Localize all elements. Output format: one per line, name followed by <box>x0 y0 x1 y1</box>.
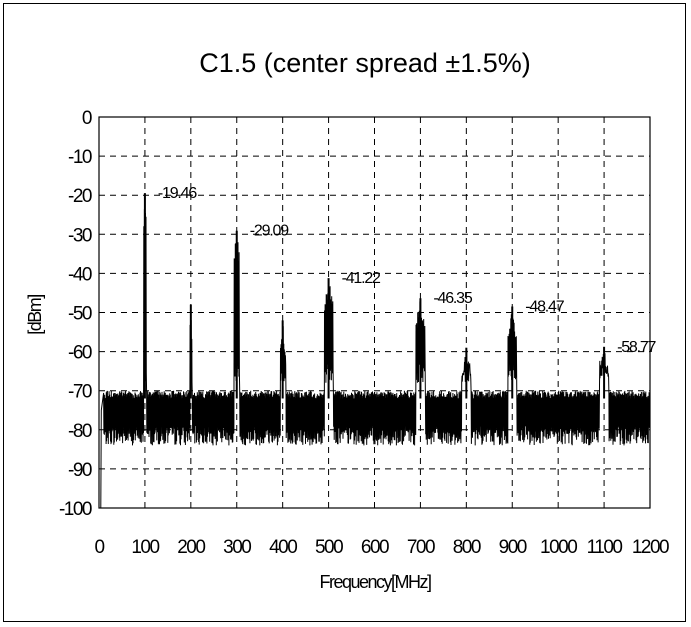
plot-area <box>98 116 651 509</box>
x-tick-label: 500 <box>315 537 343 558</box>
peak-label: -48.47 <box>525 299 564 316</box>
peak-label: -41.22 <box>342 270 381 287</box>
x-tick-label: 1100 <box>587 537 623 558</box>
peak-label: -19.46 <box>158 185 197 202</box>
x-tick-label: 1000 <box>540 537 577 558</box>
y-tick-label: -40 <box>68 264 92 285</box>
x-tick-label: 0 <box>94 537 104 558</box>
grid-lines <box>99 117 650 508</box>
y-tick-label: -20 <box>68 186 92 207</box>
chart-title: C1.5 (center spread ±1.5%) <box>199 48 530 78</box>
y-tick-label: -60 <box>68 343 92 364</box>
y-tick-label: 0 <box>82 108 92 129</box>
x-tick-label: 400 <box>269 537 297 558</box>
x-tick-labels: 0 100 200 300 400 500 600 700 800 900 1000 1100 1200 <box>94 537 670 558</box>
y-tick-label: -30 <box>68 225 92 246</box>
y-tick-label: -10 <box>68 147 92 168</box>
y-tick-label: -70 <box>68 382 92 403</box>
x-tick-label: 1200 <box>632 537 669 558</box>
peak-label: -46.35 <box>433 290 472 307</box>
peak-label: -58.77 <box>617 339 656 356</box>
x-tick-label: 600 <box>361 537 389 558</box>
chart-frame <box>3 3 686 622</box>
x-axis-label: Frequency[MHz] <box>319 572 431 592</box>
y-tick-label: -100 <box>59 499 92 520</box>
peak-label: -29.09 <box>250 223 289 240</box>
y-tick-labels: 0 -10 -20 -30 -40 -50 -60 -70 -80 -90 -100 <box>59 108 93 520</box>
x-tick-label: 700 <box>407 537 435 558</box>
x-tick-label: 300 <box>223 537 251 558</box>
spectrum-trace <box>99 193 651 509</box>
x-tick-label: 900 <box>499 537 527 558</box>
x-tick-label: 200 <box>177 537 205 558</box>
y-tick-label: -50 <box>68 304 92 325</box>
x-tick-label: 100 <box>131 537 159 558</box>
y-tick-label: -90 <box>68 460 92 481</box>
peak-labels: -19.46 -29.09 -41.22 -46.35 -48.47 -58.77 <box>158 185 658 356</box>
y-axis-label: [dBm] <box>25 295 45 335</box>
y-tick-label: -80 <box>68 421 92 442</box>
x-tick-label: 800 <box>453 537 481 558</box>
spectrum-line <box>99 198 651 509</box>
